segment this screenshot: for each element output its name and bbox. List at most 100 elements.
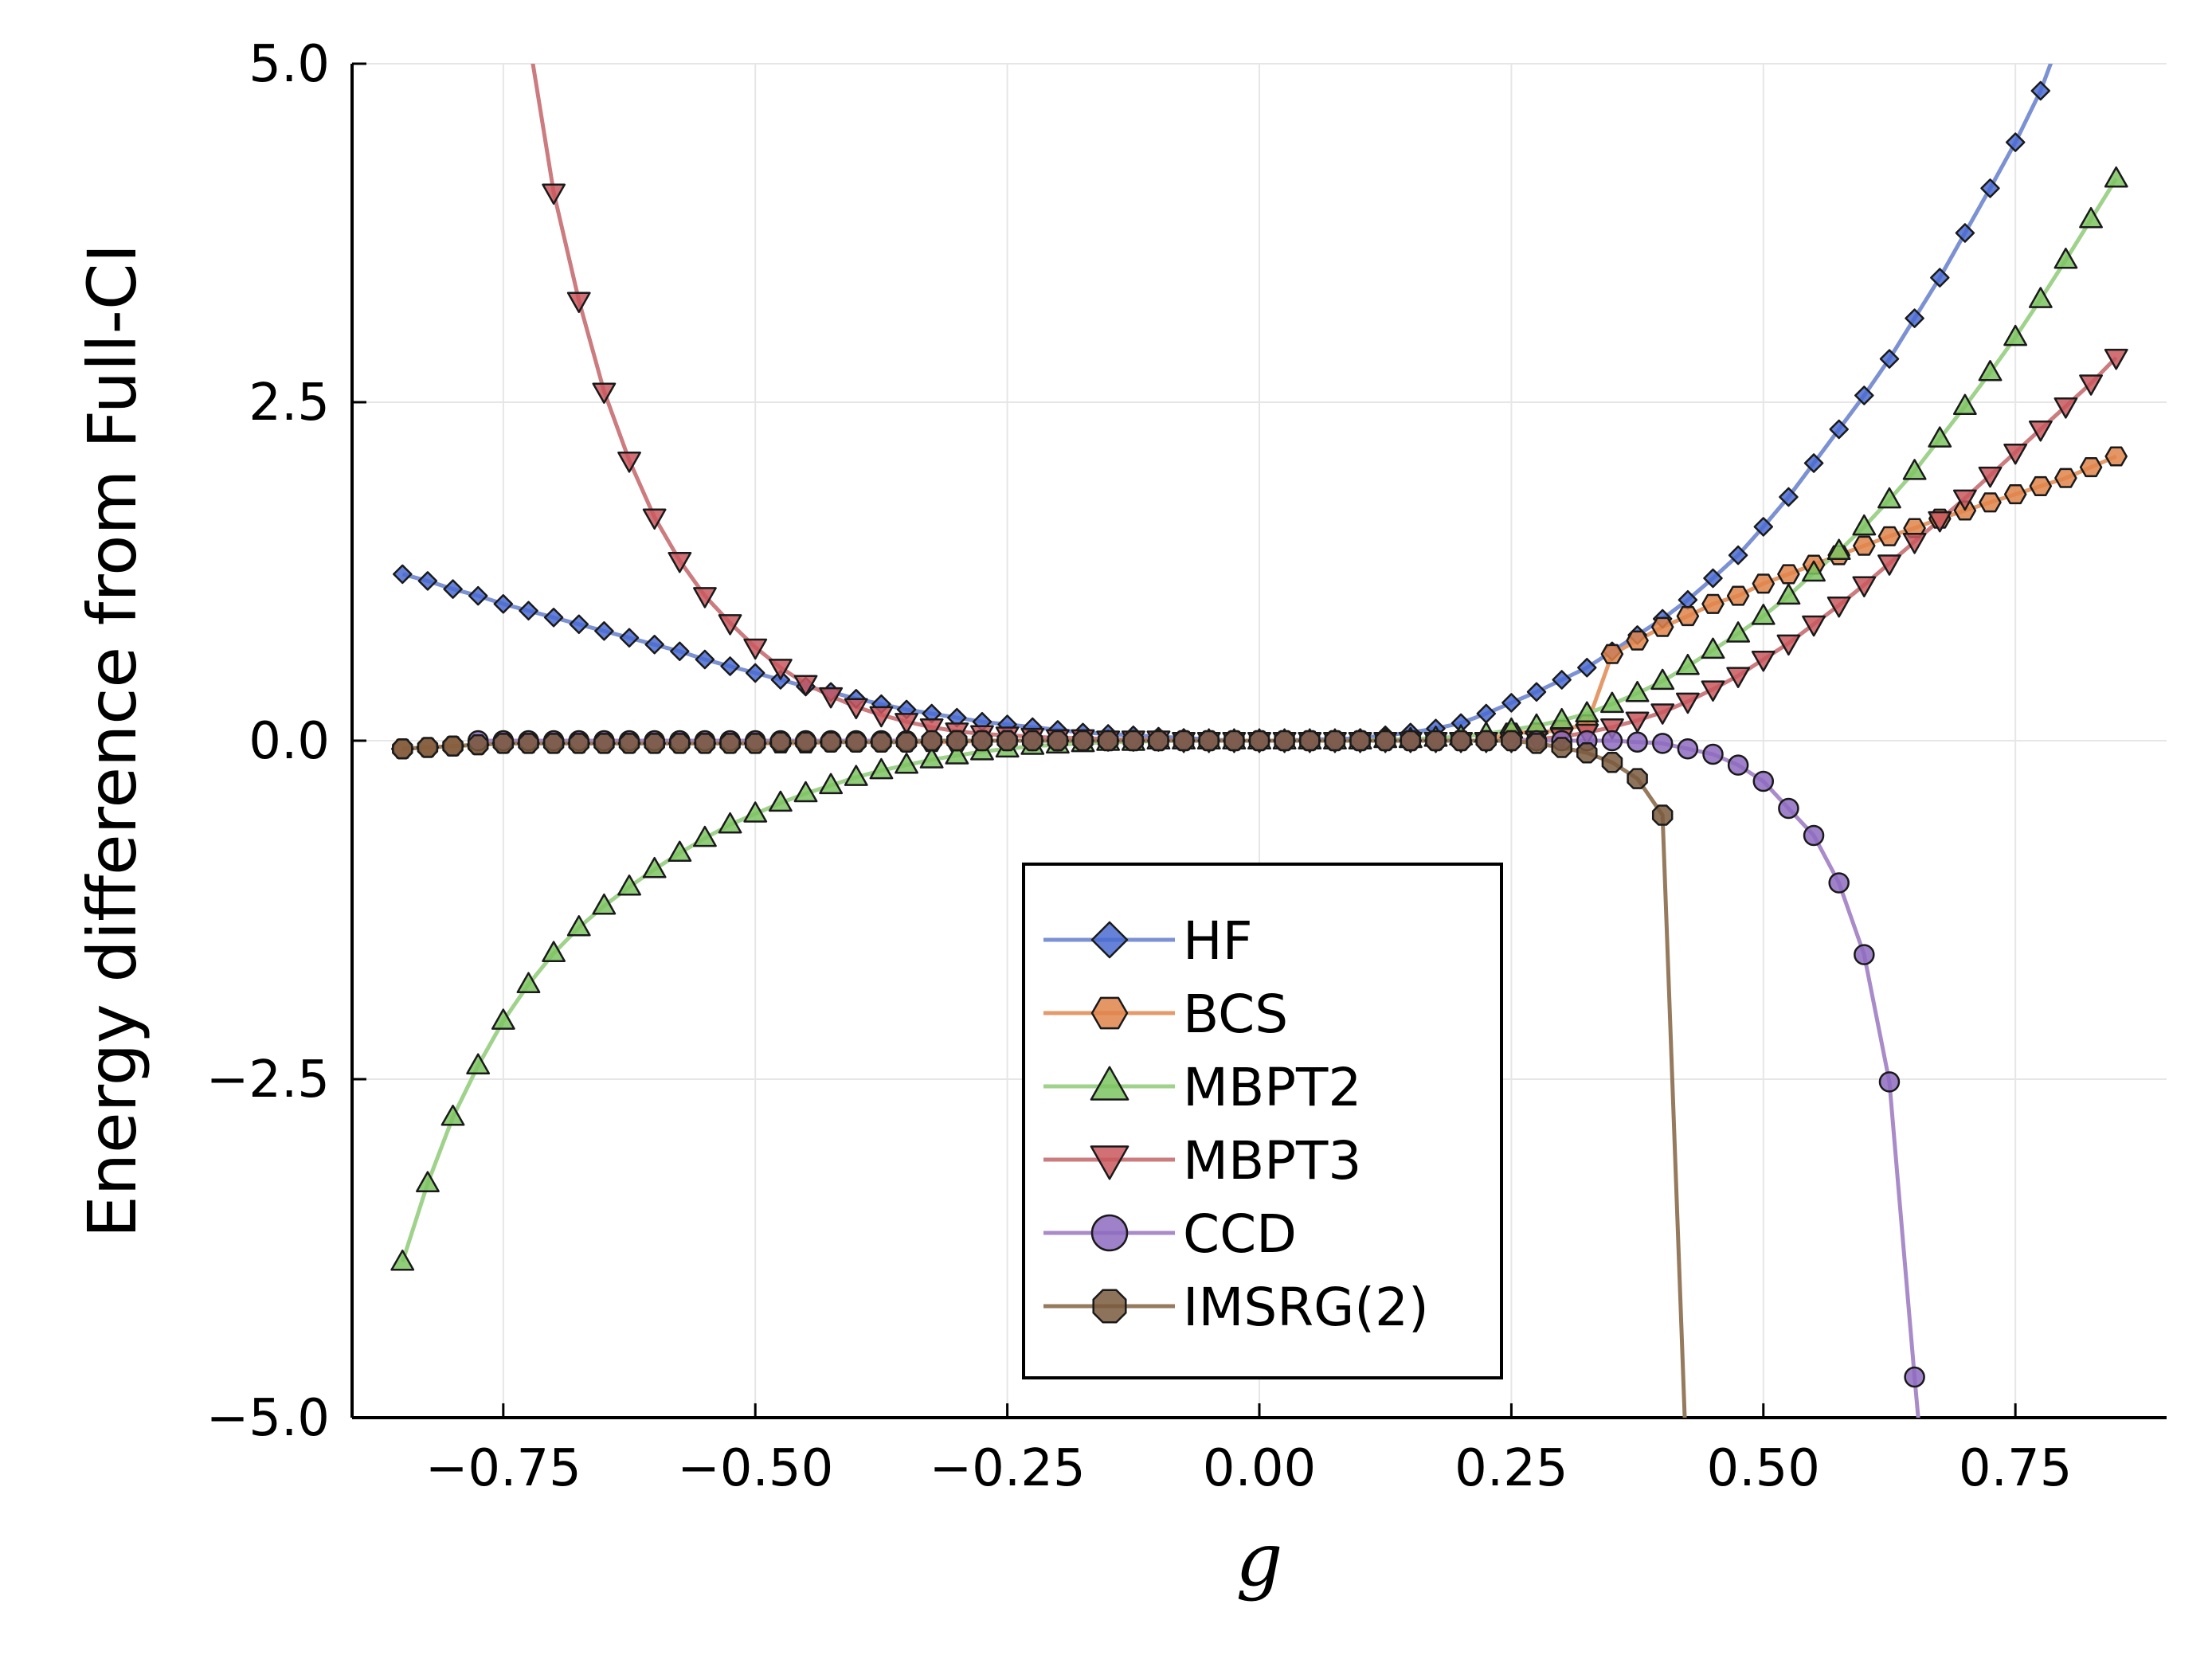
data-point-mbpt2 <box>2104 166 2128 188</box>
legend-label-mbpt2: MBPT2 <box>1183 1057 1361 1118</box>
legend-marker-imsrg-2 <box>1092 1289 1127 1324</box>
data-point-bcs <box>2003 484 2027 505</box>
legend-label-mbpt3: MBPT3 <box>1183 1130 1361 1191</box>
data-point-mbpt2 <box>1928 426 1952 448</box>
data-point-mbpt2 <box>440 1105 465 1126</box>
data-point-hf <box>670 641 690 662</box>
data-point-imsrg-2 <box>1425 730 1447 752</box>
data-point-mbpt3 <box>1650 703 1675 725</box>
data-point-imsrg-2 <box>417 737 439 758</box>
data-point-mbpt3 <box>1776 634 1801 656</box>
data-point-hf <box>443 579 463 599</box>
data-point-bcs <box>1752 573 1775 594</box>
data-point-mbpt3 <box>2104 348 2128 370</box>
data-point-hf <box>1980 178 2000 198</box>
data-point-mbpt2 <box>1852 514 1877 536</box>
data-point-imsrg-2 <box>467 734 489 756</box>
x-tick-label: 0.75 <box>1959 1439 2073 1498</box>
data-point-imsrg-2 <box>1021 730 1043 752</box>
data-point-mbpt3 <box>542 183 566 205</box>
data-point-bcs <box>2079 457 2103 478</box>
data-point-mbpt3 <box>2053 397 2078 419</box>
data-point-hf <box>519 601 538 621</box>
data-point-hf <box>1476 703 1497 724</box>
data-point-bcs <box>1726 585 1750 606</box>
data-point-mbpt2 <box>1802 560 1826 582</box>
data-point-imsrg-2 <box>1047 730 1069 752</box>
data-point-hf <box>393 564 413 585</box>
data-point-bcs <box>2054 468 2077 488</box>
x-tick-label: −0.25 <box>930 1439 1086 1498</box>
data-point-mbpt2 <box>1650 668 1675 691</box>
data-point-mbpt3 <box>869 706 894 728</box>
data-point-ccd <box>1854 944 1875 965</box>
data-point-ccd <box>1651 733 1674 754</box>
data-point-imsrg-2 <box>1627 768 1648 789</box>
data-point-mbpt2 <box>1575 701 1599 723</box>
data-point-hf <box>1930 268 1950 288</box>
data-point-mbpt2 <box>466 1053 491 1075</box>
data-point-imsrg-2 <box>921 730 942 752</box>
y-tick-label: −2.5 <box>206 1051 330 1109</box>
data-point-mbpt3 <box>617 452 641 473</box>
data-point-mbpt2 <box>718 812 742 834</box>
legend-marker-mbpt2 <box>1090 1066 1129 1101</box>
data-point-imsrg-2 <box>845 731 867 753</box>
data-point-imsrg-2 <box>1400 730 1422 752</box>
data-point-mbpt2 <box>542 941 566 962</box>
legend-item-mbpt2: MBPT2 <box>1043 1057 1361 1118</box>
data-point-mbpt2 <box>2003 324 2028 346</box>
data-point-mbpt3 <box>1726 667 1751 688</box>
data-point-hf <box>1753 517 1774 537</box>
data-point-mbpt3 <box>1600 718 1624 740</box>
data-point-hf <box>1879 349 1900 369</box>
data-point-mbpt3 <box>592 382 617 404</box>
data-point-mbpt2 <box>895 753 918 774</box>
tick-labels: −0.75 −0.50 −0.25 0.00 0.25 0.50 0.75 −5.0 −2.5 0… <box>206 35 2073 1498</box>
legend-item-hf: HF <box>1043 910 1253 972</box>
data-point-mbpt2 <box>1952 393 1977 416</box>
data-point-imsrg-2 <box>1148 730 1169 752</box>
data-point-imsrg-2 <box>971 730 993 752</box>
data-point-ccd <box>1702 743 1724 765</box>
data-point-hf <box>1803 453 1824 473</box>
data-point-mbpt3 <box>919 718 944 740</box>
data-point-ccd <box>1803 824 1825 847</box>
data-point-hf <box>1501 693 1521 713</box>
data-point-imsrg-2 <box>1122 730 1145 752</box>
x-tick-label: 0.25 <box>1454 1439 1568 1498</box>
y-tick-label: 5.0 <box>249 35 330 94</box>
data-point-imsrg-2 <box>593 733 615 754</box>
data-point-mbpt3 <box>793 675 818 697</box>
data-point-bcs <box>1626 630 1649 651</box>
data-point-bcs <box>1701 593 1725 614</box>
data-point-imsrg-2 <box>1551 737 1572 758</box>
data-point-mbpt2 <box>1978 360 2003 381</box>
data-point-mbpt3 <box>1701 680 1725 702</box>
data-point-mbpt3 <box>566 291 591 314</box>
x-tick-label: 0.50 <box>1707 1439 1821 1498</box>
legend-label-ccd: CCD <box>1183 1203 1297 1265</box>
data-point-mbpt2 <box>1902 459 1927 480</box>
legend-label-imsrg-2: IMSRG(2) <box>1183 1277 1429 1338</box>
data-point-imsrg-2 <box>492 733 515 754</box>
data-point-imsrg-2 <box>618 733 640 754</box>
data-point-mbpt2 <box>869 757 894 780</box>
data-point-hf <box>1703 568 1723 589</box>
data-point-ccd <box>1677 738 1699 760</box>
data-point-hf <box>695 649 715 670</box>
data-point-hf <box>1577 657 1597 678</box>
legend-label-bcs: BCS <box>1183 984 1288 1045</box>
data-point-imsrg-2 <box>694 733 716 754</box>
data-point-ccd <box>1601 730 1623 752</box>
data-point-mbpt2 <box>819 773 844 795</box>
data-point-bcs <box>1853 535 1876 556</box>
data-point-bcs <box>2029 475 2053 496</box>
legend-marker-hf <box>1090 921 1129 959</box>
data-point-imsrg-2 <box>392 738 413 760</box>
data-point-imsrg-2 <box>1651 804 1674 826</box>
legend-marker-ccd <box>1090 1214 1129 1252</box>
data-point-mbpt2 <box>1600 691 1624 714</box>
legend-marker-mbpt3 <box>1090 1145 1129 1180</box>
data-point-mbpt3 <box>1675 692 1700 714</box>
